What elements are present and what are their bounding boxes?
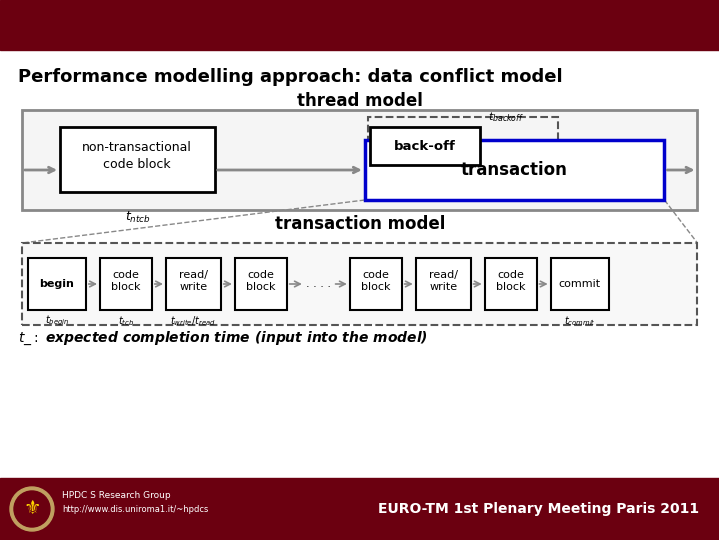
FancyBboxPatch shape — [415, 258, 471, 310]
Text: $t_{tcb}$: $t_{tcb}$ — [118, 314, 134, 328]
Text: HPDC S Research Group: HPDC S Research Group — [62, 491, 171, 501]
FancyBboxPatch shape — [22, 110, 698, 210]
Text: EURO-TM 1st Plenary Meeting Paris 2011: EURO-TM 1st Plenary Meeting Paris 2011 — [378, 502, 699, 516]
Text: $t_{ntcb}$: $t_{ntcb}$ — [125, 210, 150, 225]
Bar — [0, 0, 719, 50]
Circle shape — [14, 491, 50, 527]
Text: code
block: code block — [111, 270, 140, 292]
Text: $t_{backoff}$: $t_{backoff}$ — [487, 110, 523, 124]
Text: code
block: code block — [496, 270, 526, 292]
Text: begin: begin — [40, 279, 74, 289]
Text: read/
write: read/ write — [179, 270, 208, 292]
FancyBboxPatch shape — [60, 127, 215, 192]
Text: code
block: code block — [246, 270, 276, 292]
FancyBboxPatch shape — [166, 258, 221, 310]
Text: transaction model: transaction model — [274, 215, 445, 233]
FancyBboxPatch shape — [235, 258, 287, 310]
Text: transaction: transaction — [461, 161, 568, 179]
Text: http://www.dis.uniroma1.it/~hpdcs: http://www.dis.uniroma1.it/~hpdcs — [62, 505, 208, 515]
Circle shape — [10, 487, 54, 531]
Text: Performance modelling approach: data conflict model: Performance modelling approach: data con… — [18, 68, 562, 86]
Text: $t_{write}/t_{read}$: $t_{write}/t_{read}$ — [171, 314, 216, 328]
Bar — [0, 478, 719, 540]
Text: $t_{commit}$: $t_{commit}$ — [564, 314, 595, 328]
FancyBboxPatch shape — [28, 258, 86, 310]
Text: back-off: back-off — [394, 139, 456, 152]
Text: code
block: code block — [361, 270, 390, 292]
FancyBboxPatch shape — [485, 258, 536, 310]
Text: . . . .: . . . . — [306, 279, 331, 289]
Text: ⚜: ⚜ — [23, 500, 41, 518]
FancyBboxPatch shape — [350, 258, 402, 310]
Text: thread model: thread model — [297, 92, 423, 110]
FancyBboxPatch shape — [369, 127, 480, 165]
Text: non-transactional
code block: non-transactional code block — [82, 141, 192, 171]
FancyBboxPatch shape — [100, 258, 152, 310]
Text: $t\_:$ expected completion time (input into the model): $t\_:$ expected completion time (input i… — [18, 330, 428, 347]
Text: $t_{begin}$: $t_{begin}$ — [45, 314, 69, 328]
FancyBboxPatch shape — [22, 243, 698, 325]
FancyBboxPatch shape — [551, 258, 608, 310]
FancyBboxPatch shape — [365, 140, 665, 200]
Text: read/
write: read/ write — [428, 270, 458, 292]
Text: commit: commit — [559, 279, 600, 289]
